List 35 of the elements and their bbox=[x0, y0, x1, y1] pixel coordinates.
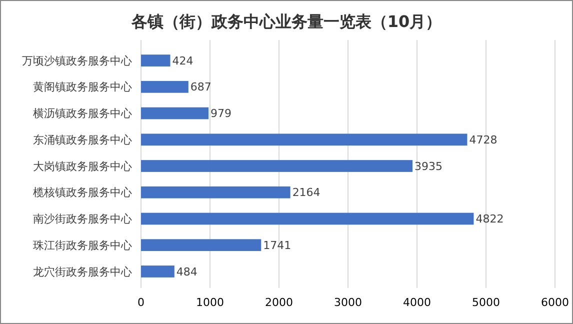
data-label: 3935 bbox=[414, 160, 443, 173]
y-tick-label: 东涌镇政务服务中心 bbox=[33, 133, 132, 146]
y-tick-label: 万顷沙镇政务服务中心 bbox=[22, 54, 132, 68]
x-tick-label: 6000 bbox=[541, 296, 569, 309]
y-tick-label: 南沙街政务服务中心 bbox=[33, 212, 132, 226]
data-label: 4822 bbox=[476, 212, 504, 226]
bar bbox=[141, 212, 474, 225]
x-tick-label: 1000 bbox=[196, 296, 224, 309]
y-tick-label: 大岗镇政务服务中心 bbox=[33, 160, 132, 173]
bar bbox=[141, 160, 413, 172]
data-label: 484 bbox=[176, 265, 198, 278]
x-tick-label: 5000 bbox=[472, 296, 500, 309]
y-tick-label: 黄阁镇政务服务中心 bbox=[33, 80, 132, 94]
data-label: 979 bbox=[210, 107, 232, 120]
y-tick-label: 横沥镇政务服务中心 bbox=[33, 107, 132, 120]
data-label: 4728 bbox=[469, 133, 498, 146]
bar bbox=[141, 239, 262, 252]
data-label: 687 bbox=[190, 80, 212, 94]
bar bbox=[141, 266, 174, 278]
chart-title: 各镇（街）政务中心业务量一览表（10月） bbox=[130, 12, 442, 31]
bar bbox=[141, 186, 290, 198]
y-tick-label: 榄核镇政务服务中心 bbox=[33, 186, 132, 200]
bar bbox=[141, 107, 209, 120]
data-label: 1741 bbox=[263, 238, 292, 252]
x-tick-label: 0 bbox=[138, 296, 144, 309]
data-label: 424 bbox=[172, 54, 194, 68]
data-label: 2164 bbox=[292, 186, 320, 200]
bar bbox=[141, 134, 468, 146]
x-tick-label: 2000 bbox=[265, 296, 293, 309]
bar bbox=[141, 54, 170, 66]
y-tick-label: 龙穴街政务服务中心 bbox=[33, 265, 132, 278]
bar bbox=[141, 80, 188, 93]
x-tick-label: 3000 bbox=[334, 296, 362, 309]
y-tick-label: 珠江街政务服务中心 bbox=[33, 238, 132, 252]
x-tick-label: 4000 bbox=[403, 296, 431, 309]
